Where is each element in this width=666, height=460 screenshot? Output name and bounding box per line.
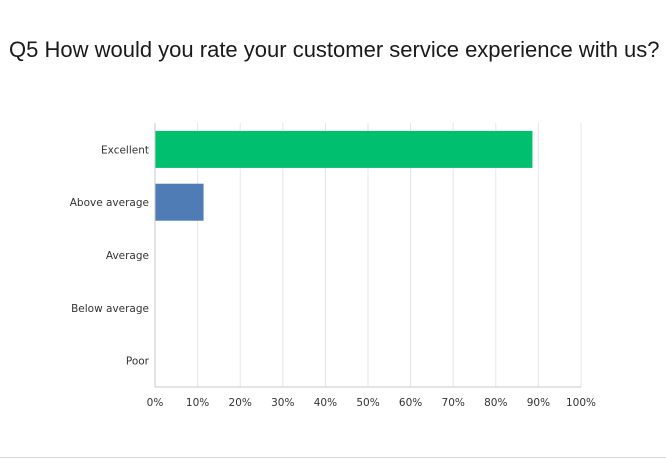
x-tick-label: 0% [147,397,164,409]
bar-excellent [155,130,533,168]
category-label: Average [106,250,149,262]
x-tick-label: 100% [566,397,596,409]
x-tick-label: 80% [484,397,507,409]
x-tick-label: 70% [442,397,465,409]
x-tick-label: 90% [527,397,550,409]
category-label: Excellent [101,144,149,156]
category-label: Below average [71,303,149,315]
x-tick-label: 40% [314,397,337,409]
x-tick-label: 10% [186,397,209,409]
category-label: Poor [126,356,150,368]
category-labels: Excellent Above average Average Below avera… [70,144,150,367]
footer-divider [0,457,666,458]
x-tick-labels: 0% 10% 20% 30% 40% 50% 60% 70% 80% 90% 100% [147,397,596,409]
chart-title: Q5 How would you rate your customer serv… [9,37,660,62]
x-tick-label: 50% [356,397,379,409]
bars [155,130,533,221]
x-tick-label: 20% [229,397,252,409]
x-tick-label: 60% [399,397,422,409]
bar-above-average [155,183,204,221]
axes [154,123,581,388]
category-label: Above average [70,197,149,209]
x-tick-label: 30% [271,397,294,409]
